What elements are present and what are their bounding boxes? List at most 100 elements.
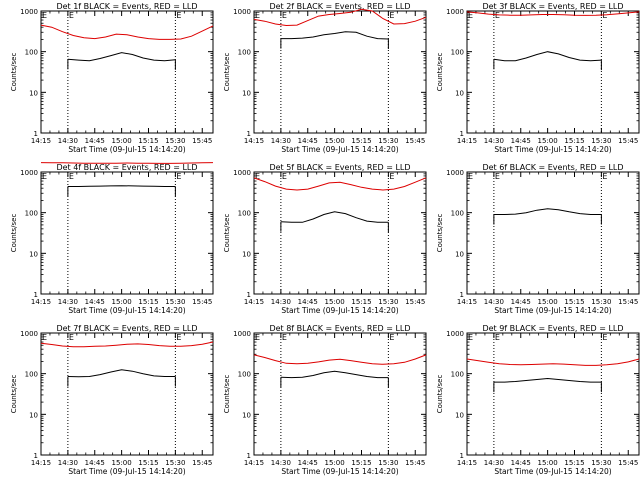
y-tick-label: 10 <box>242 250 251 258</box>
x-tick-label: 14:45 <box>298 298 318 306</box>
interval-marker-label: E <box>69 11 74 20</box>
events-series-line <box>493 377 602 383</box>
x-axis-label: Start Time (09-Jul-15 14:14:20) <box>68 306 185 315</box>
y-axis-label: Counts/sec <box>436 214 444 253</box>
y-tick-label: 1 <box>460 291 464 299</box>
interval-marker-label: E <box>176 172 181 181</box>
interval-marker-label: E <box>389 11 394 20</box>
events-series-line <box>280 370 389 379</box>
panel-title: Det 2f BLACK = Events, RED = LLD <box>269 2 410 11</box>
x-tick-label: 15:45 <box>618 137 638 145</box>
y-tick-label: 100 <box>25 371 38 379</box>
x-tick-label: 15:45 <box>192 298 212 306</box>
y-axis-label: Counts/sec <box>223 375 231 414</box>
interval-marker-label: E <box>69 172 74 181</box>
x-tick-label: 15:15 <box>564 459 584 467</box>
x-tick-label: 14:15 <box>31 298 51 306</box>
x-tick-label: 15:30 <box>378 298 398 306</box>
interval-marker-label: E <box>176 333 181 342</box>
x-tick-label: 15:45 <box>192 459 212 467</box>
detector-panel: Det 6f BLACK = Events, RED = LLD 1 10 100 10… <box>436 163 640 315</box>
x-tick-label: 15:15 <box>351 298 371 306</box>
y-tick-label: 1000 <box>233 169 251 177</box>
interval-marker-label: E <box>42 172 47 181</box>
detector-panel: Det 1f BLACK = Events, RED = LLD 1 10 100 10… <box>10 2 214 154</box>
y-tick-label: 10 <box>29 250 38 258</box>
x-tick-label: 15:00 <box>112 137 132 145</box>
x-tick-label: 15:00 <box>325 459 345 467</box>
x-tick-label: 15:00 <box>538 298 558 306</box>
y-tick-label: 1000 <box>446 330 464 338</box>
x-tick-label: 15:45 <box>405 137 425 145</box>
x-tick-label: 15:45 <box>618 298 638 306</box>
lld-series-line <box>40 24 214 40</box>
y-tick-label: 10 <box>242 89 251 97</box>
y-tick-label: 1000 <box>20 169 38 177</box>
x-tick-label: 15:00 <box>325 298 345 306</box>
x-tick-label: 15:15 <box>138 459 158 467</box>
interval-marker-label: E <box>495 333 500 342</box>
y-tick-label: 1 <box>247 452 251 460</box>
x-tick-label: 15:00 <box>538 137 558 145</box>
y-tick-label: 1000 <box>233 8 251 16</box>
y-tick-label: 1000 <box>446 169 464 177</box>
y-tick-label: 1 <box>460 452 464 460</box>
x-axis-label: Start Time (09-Jul-15 14:14:20) <box>281 145 398 154</box>
y-tick-label: 100 <box>25 49 38 57</box>
lld-series-line <box>253 8 427 27</box>
x-tick-label: 14:45 <box>85 459 105 467</box>
x-tick-label: 15:30 <box>165 459 185 467</box>
y-tick-label: 1 <box>247 291 251 299</box>
x-tick-label: 14:15 <box>244 298 264 306</box>
x-tick-label: 14:45 <box>511 459 531 467</box>
interval-marker-label: E <box>282 11 287 20</box>
x-axis-label: Start Time (09-Jul-15 14:14:20) <box>494 467 611 476</box>
lld-series-line <box>40 162 214 164</box>
x-tick-label: 15:45 <box>405 298 425 306</box>
interval-marker-label: E <box>468 11 473 20</box>
x-tick-label: 14:45 <box>298 137 318 145</box>
x-tick-label: 14:30 <box>58 298 78 306</box>
interval-marker-label: E <box>282 172 287 181</box>
x-tick-label: 15:15 <box>138 137 158 145</box>
y-axis-label: Counts/sec <box>436 53 444 92</box>
panel-title: Det 7f BLACK = Events, RED = LLD <box>56 324 197 333</box>
lld-series-line <box>253 354 427 365</box>
x-tick-label: 15:30 <box>165 137 185 145</box>
events-series-line <box>280 31 389 40</box>
interval-marker-label: E <box>468 172 473 181</box>
x-axis-label: Start Time (09-Jul-15 14:14:20) <box>68 467 185 476</box>
lld-series-line <box>466 11 640 16</box>
y-tick-label: 1000 <box>446 8 464 16</box>
y-axis-label: Counts/sec <box>223 53 231 92</box>
x-tick-label: 14:15 <box>244 459 264 467</box>
y-tick-label: 100 <box>238 371 251 379</box>
interval-marker-label: E <box>255 11 260 20</box>
detector-panel: Det 5f BLACK = Events, RED = LLD 1 10 100 10… <box>223 163 427 315</box>
y-tick-label: 10 <box>455 250 464 258</box>
y-axis-label: Counts/sec <box>436 375 444 414</box>
panel-title: Det 1f BLACK = Events, RED = LLD <box>56 2 197 11</box>
y-tick-label: 100 <box>451 49 464 57</box>
y-tick-label: 10 <box>29 89 38 97</box>
panel-title: Det 8f BLACK = Events, RED = LLD <box>269 324 410 333</box>
events-series-line <box>493 208 602 215</box>
x-tick-label: 15:30 <box>165 298 185 306</box>
y-tick-label: 10 <box>455 411 464 419</box>
x-axis-label: Start Time (09-Jul-15 14:14:20) <box>281 467 398 476</box>
x-tick-label: 15:00 <box>112 298 132 306</box>
events-series-line <box>280 211 389 223</box>
plot-frame <box>466 332 640 456</box>
y-tick-label: 100 <box>238 210 251 218</box>
x-tick-label: 15:15 <box>564 137 584 145</box>
y-tick-label: 100 <box>451 210 464 218</box>
interval-marker-label: E <box>255 333 260 342</box>
y-tick-label: 1 <box>460 130 464 138</box>
x-tick-label: 15:45 <box>618 459 638 467</box>
x-tick-label: 14:45 <box>511 298 531 306</box>
x-tick-label: 14:45 <box>85 298 105 306</box>
detector-panel: Det 3f BLACK = Events, RED = LLD 1 10 100 10… <box>436 2 640 154</box>
detector-panel: Det 9f BLACK = Events, RED = LLD 1 10 100 10… <box>436 324 640 476</box>
interval-marker-label: E <box>42 333 47 342</box>
